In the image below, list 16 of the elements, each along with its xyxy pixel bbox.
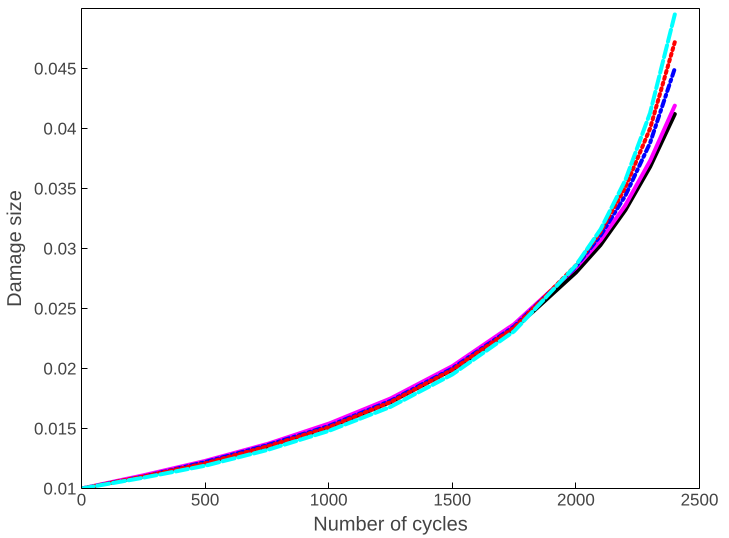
y-tick-label: 0.01 xyxy=(43,480,77,498)
y-tick-label: 0.03 xyxy=(43,240,77,258)
y-tick-label: 0.015 xyxy=(34,420,77,438)
x-tick-label: 0 xyxy=(76,490,86,510)
y-tick-label: 0.04 xyxy=(43,120,77,138)
x-axis-title: Number of cycles xyxy=(313,514,468,536)
y-tick-label: 0.045 xyxy=(34,60,77,78)
y-axis-title: Damage size xyxy=(4,190,26,307)
x-tick-label: 2000 xyxy=(556,490,595,510)
x-tick-label: 1000 xyxy=(310,490,348,510)
x-tick-label: 2500 xyxy=(680,490,718,510)
x-tick-label: 500 xyxy=(190,490,220,510)
y-tick-label: 0.035 xyxy=(34,180,77,198)
y-tick-label: 0.02 xyxy=(43,360,77,378)
x-tick-label: 1500 xyxy=(433,490,472,510)
y-tick-label: 0.025 xyxy=(34,300,77,318)
